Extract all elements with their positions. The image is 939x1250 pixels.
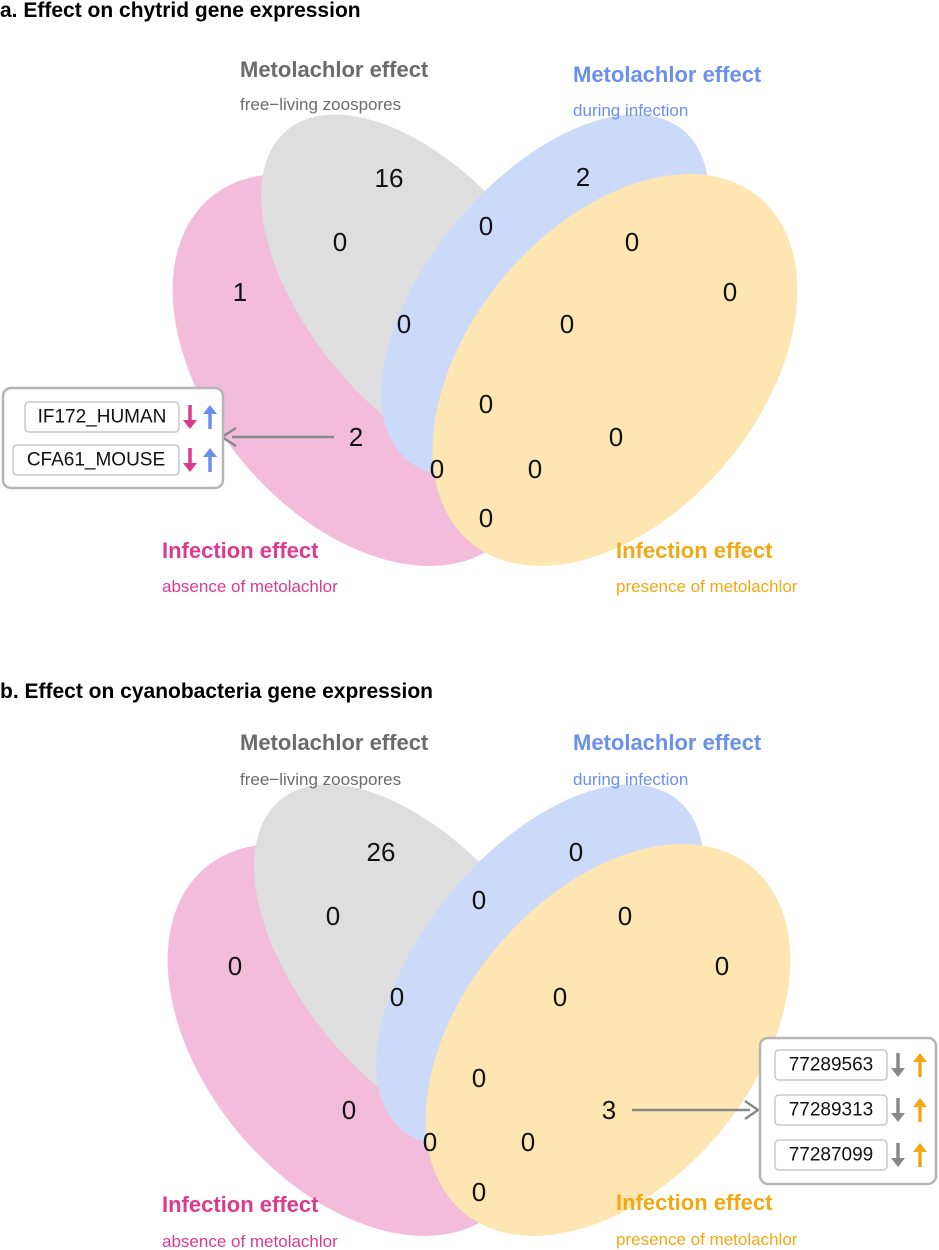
panel-b-orange-title: Infection effect <box>616 1190 773 1215</box>
gene-label-box <box>774 1094 888 1126</box>
gene-label: IF172_HUMAN <box>38 407 167 428</box>
panel-a-title: a. Effect on chytrid gene expression <box>0 0 361 22</box>
region-count: 0 <box>479 389 493 419</box>
panel-b-orange-subtitle: presence of metolachlor <box>616 1230 798 1249</box>
gene-label-box <box>24 401 180 433</box>
panel-a-counts: 1 16 2 0 0 0 0 0 0 0 2 0 0 0 0 <box>233 162 737 533</box>
panel-a-orange-title: Infection effect <box>616 538 773 563</box>
panel-a-ellipses <box>172 114 798 566</box>
panel-b-title: b. Effect on cyanobacteria gene expressi… <box>0 680 433 703</box>
callout-arrow-head <box>744 1099 761 1121</box>
gene-arrows <box>183 448 217 472</box>
panel-a-blue-subtitle: during infection <box>573 101 688 120</box>
region-count: 1 <box>233 277 247 307</box>
down-arrow-icon <box>891 1053 905 1077</box>
gene-arrows <box>891 1143 927 1167</box>
region-count: 0 <box>625 227 639 257</box>
panel-b-pink-title: Infection effect <box>162 1192 319 1217</box>
panel-a-orange-subtitle: presence of metolachlor <box>616 577 798 596</box>
panel-a-blue-title: Metolachlor effect <box>573 62 762 87</box>
panel-b-pink-subtitle: absence of metolachlor <box>162 1232 338 1250</box>
region-count: 0 <box>472 1063 486 1093</box>
up-arrow-icon <box>203 405 217 429</box>
panel-a-grey-title: Metolachlor effect <box>240 57 429 82</box>
panel-b-blue-title: Metolachlor effect <box>573 730 762 755</box>
region-count: 0 <box>528 454 542 484</box>
panel-b: b. Effect on cyanobacteria gene expressi… <box>0 680 938 1250</box>
gene-label: 77289313 <box>789 1100 874 1121</box>
region-count: 0 <box>472 1177 486 1207</box>
region-count: 26 <box>367 837 396 867</box>
region-count: 0 <box>342 1095 356 1125</box>
up-arrow-icon <box>203 448 217 472</box>
down-arrow-icon <box>891 1143 905 1167</box>
region-count: 0 <box>423 1127 437 1157</box>
gene-label: 77287099 <box>789 1145 874 1166</box>
region-count: 0 <box>479 503 493 533</box>
down-arrow-icon <box>891 1098 905 1122</box>
down-arrow-icon <box>183 405 197 429</box>
gene-arrows <box>891 1053 927 1077</box>
gene-label-box <box>774 1049 888 1081</box>
gene-arrows <box>183 405 217 429</box>
region-count: 0 <box>333 227 347 257</box>
region-count: 16 <box>375 163 404 193</box>
panel-b-ellipses <box>167 784 791 1236</box>
down-arrow-icon <box>183 448 197 472</box>
gene-arrows <box>891 1098 927 1122</box>
region-count: 0 <box>430 454 444 484</box>
up-arrow-icon <box>913 1053 927 1077</box>
gene-label: CFA61_MOUSE <box>27 450 165 471</box>
up-arrow-icon <box>913 1098 927 1122</box>
region-count: 3 <box>602 1095 616 1125</box>
panel-b-blue-subtitle: during infection <box>573 770 688 789</box>
panel-b-callout: 77289563 77289313 77287099 <box>632 1036 938 1186</box>
region-count: 0 <box>326 901 340 931</box>
region-count: 0 <box>723 277 737 307</box>
region-count: 2 <box>576 162 590 192</box>
region-count: 0 <box>390 982 404 1012</box>
region-count: 0 <box>521 1127 535 1157</box>
panel-b-ellipse-orange <box>425 844 791 1236</box>
region-count: 0 <box>560 309 574 339</box>
up-arrow-icon <box>913 1143 927 1167</box>
region-count: 0 <box>715 951 729 981</box>
region-count: 0 <box>609 422 623 452</box>
region-count: 0 <box>228 951 242 981</box>
region-count: 0 <box>569 837 583 867</box>
panel-a-pink-title: Infection effect <box>162 538 319 563</box>
panel-b-counts: 0 26 0 0 0 0 0 0 0 0 0 3 0 0 0 <box>228 837 729 1207</box>
region-count: 2 <box>349 422 363 452</box>
panel-a-pink-subtitle: absence of metolachlor <box>162 577 338 596</box>
region-count: 0 <box>553 982 567 1012</box>
panel-a: a. Effect on chytrid gene expression Met… <box>0 0 798 596</box>
region-count: 0 <box>618 901 632 931</box>
panel-b-grey-subtitle: free−living zoospores <box>240 770 401 789</box>
panel-a-ellipse-orange <box>432 174 798 566</box>
panel-a-grey-subtitle: free−living zoospores <box>240 95 401 114</box>
panel-a-callout: IF172_HUMAN CFA61_MOUSE <box>1 386 334 490</box>
region-count: 0 <box>479 211 493 241</box>
gene-label: 77289563 <box>789 1055 874 1076</box>
region-count: 0 <box>397 309 411 339</box>
panel-b-grey-title: Metolachlor effect <box>240 730 429 755</box>
region-count: 0 <box>472 885 486 915</box>
gene-label-box <box>12 444 180 476</box>
gene-label-box <box>774 1139 888 1171</box>
